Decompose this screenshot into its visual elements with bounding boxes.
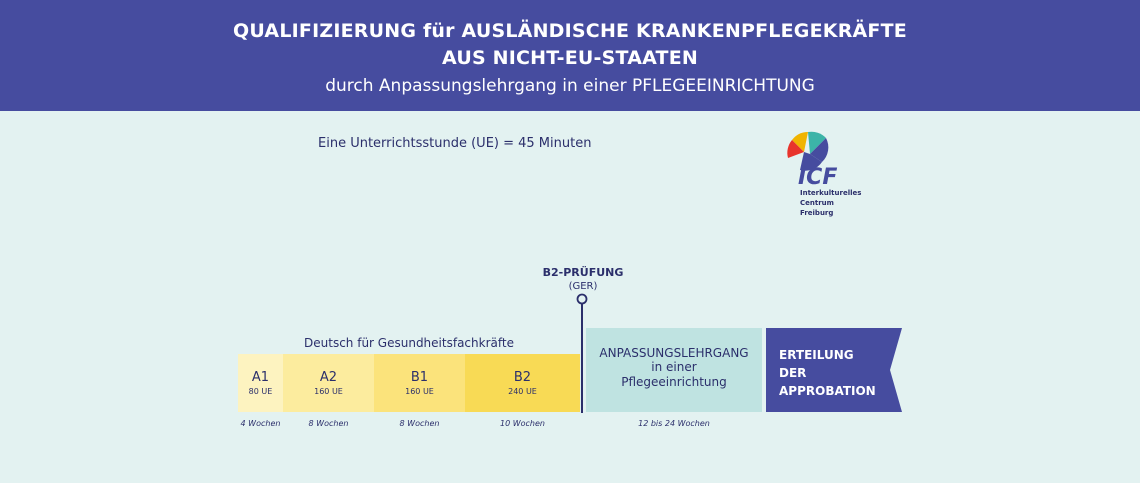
german-course-title: Deutsch für Gesundheitsfachkräfte — [304, 336, 514, 350]
level-code: A1 — [251, 370, 270, 385]
adaptation-block: ANPASSUNGSLEHRGANG in einer Pflegeeinric… — [586, 328, 762, 412]
title-line-2: AUS NICHT-EU-STAATEN — [442, 47, 698, 69]
logo-text: Interkulturelles Centrum Freiburg — [800, 188, 861, 218]
approbation-text: ERTEILUNG DER APPROBATION — [779, 346, 876, 400]
level-code: A2 — [319, 370, 338, 385]
duration-a1: 4 Wochen — [240, 419, 281, 428]
approbation-banner — [766, 328, 902, 412]
adaptation-line-2: in einer — [651, 360, 697, 374]
duration-b1: 8 Wochen — [399, 419, 440, 428]
level-a1: A1 80 UE — [238, 354, 283, 412]
level-b2: B2 240 UE — [465, 354, 580, 412]
logo-line-2: Centrum — [800, 199, 834, 207]
logo-letters: ICF — [798, 165, 837, 190]
logo-line-1: Interkulturelles — [800, 189, 862, 197]
level-ue: 160 UE — [405, 387, 434, 396]
level-code: B1 — [410, 370, 429, 385]
level-a2: A2 160 UE — [283, 354, 374, 412]
exam-marker — [576, 293, 588, 413]
duration-b2: 10 Wochen — [500, 419, 545, 428]
adaptation-line-3: Pflegeeinrichtung — [621, 375, 727, 389]
level-ue: 80 UE — [248, 387, 273, 396]
level-ue: 160 UE — [314, 387, 343, 396]
exam-sub: (GER) — [568, 281, 598, 292]
approbation-line-3: APPROBATION — [779, 384, 876, 398]
level-b1: B1 160 UE — [374, 354, 465, 412]
approbation-line-1: ERTEILUNG — [779, 348, 854, 362]
exam-label: B2-PRÜFUNG — [542, 266, 624, 279]
level-ue: 240 UE — [508, 387, 537, 396]
title-line-1: QUALIFIZIERUNG für AUSLÄNDISCHE KRANKENP… — [233, 20, 907, 42]
approbation-line-2: DER — [779, 366, 807, 380]
unit-note: Eine Unterrichtsstunde (UE) = 45 Minuten — [318, 136, 592, 151]
level-code: B2 — [513, 370, 532, 385]
adaptation-line-1: ANPASSUNGSLEHRGANG — [599, 346, 749, 360]
subtitle: durch Anpassungslehrgang in einer PFLEGE… — [325, 76, 815, 96]
duration-a2: 8 Wochen — [308, 419, 349, 428]
page-header: QUALIFIZIERUNG für AUSLÄNDISCHE KRANKENP… — [0, 0, 1140, 111]
logo-line-3: Freiburg — [800, 209, 834, 217]
duration-adaptation: 12 bis 24 Wochen — [638, 419, 710, 428]
icf-logo: ICF — [787, 131, 837, 190]
